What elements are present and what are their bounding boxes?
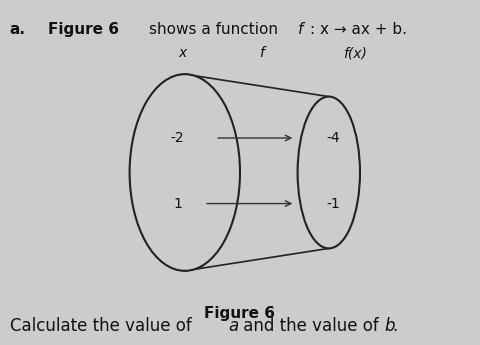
Text: and the value of: and the value of: [238, 317, 384, 335]
Text: f: f: [298, 22, 303, 37]
Text: .: .: [393, 317, 398, 335]
Text: b: b: [384, 317, 395, 335]
Text: -2: -2: [171, 131, 184, 145]
Ellipse shape: [130, 74, 240, 271]
Text: f: f: [259, 46, 264, 60]
Text: x: x: [178, 46, 187, 60]
Text: Figure 6: Figure 6: [48, 22, 119, 37]
Text: : x → ax + b.: : x → ax + b.: [310, 22, 407, 37]
Text: a: a: [228, 317, 238, 335]
Text: -4: -4: [327, 131, 340, 145]
Text: Figure 6: Figure 6: [204, 306, 276, 322]
Text: a.: a.: [10, 22, 25, 37]
Text: Calculate the value of: Calculate the value of: [10, 317, 197, 335]
Ellipse shape: [298, 97, 360, 248]
Text: shows a function: shows a function: [149, 22, 278, 37]
Text: f(x): f(x): [343, 46, 367, 60]
Text: 1: 1: [173, 197, 182, 210]
Text: -1: -1: [327, 197, 340, 210]
